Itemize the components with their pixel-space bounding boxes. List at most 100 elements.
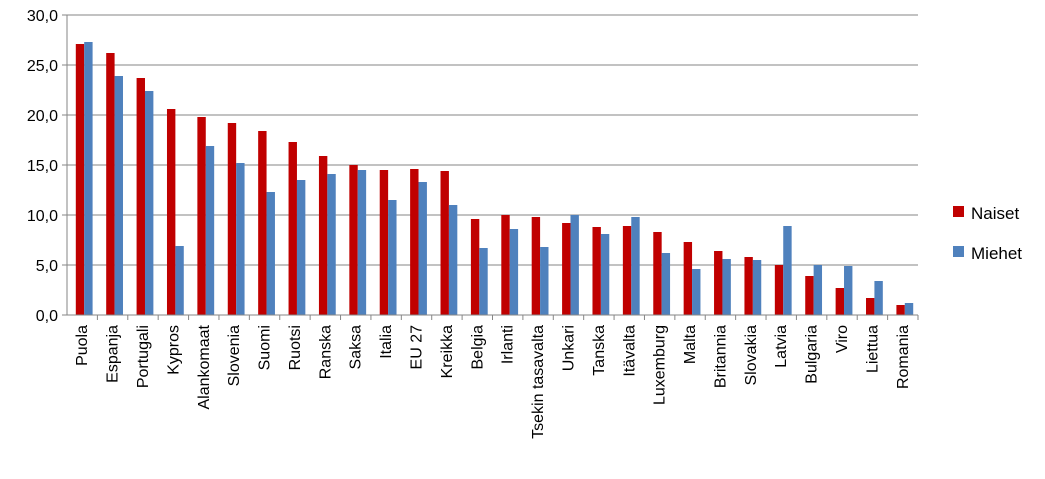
- bar-naiset-luxemburg: [653, 232, 662, 315]
- bar-miehet-ranska: [327, 174, 336, 315]
- legend-swatch-naiset: [953, 206, 964, 217]
- x-category-label: Kreikka: [439, 325, 456, 378]
- bar-miehet-slovakia: [752, 260, 762, 315]
- axes: [62, 14, 919, 320]
- legend: Naiset Miehet: [953, 204, 1022, 263]
- bar-miehet-malta: [692, 269, 701, 315]
- y-tick-label: 10,0: [27, 208, 58, 225]
- x-category-label: Slovakia: [743, 325, 760, 386]
- bar-miehet-ruotsi: [296, 180, 306, 315]
- y-tick-label: 0,0: [36, 308, 58, 325]
- bar-naiset-itävalta: [622, 226, 632, 315]
- bar-miehet-unkari: [570, 215, 579, 315]
- bar-naiset-liettua: [866, 298, 875, 315]
- x-category-label: Portugali: [135, 325, 152, 388]
- legend-label-naiset: Naiset: [971, 204, 1019, 223]
- x-category-label: Slovenia: [226, 325, 243, 386]
- x-category-label: Ruotsi: [287, 325, 304, 370]
- bar-miehet-luxemburg: [661, 253, 671, 315]
- bar-naiset-portugali: [136, 78, 145, 315]
- bar-miehet-kreikka: [448, 205, 458, 315]
- bar-naiset-puola: [75, 44, 85, 315]
- x-category-label: Luxemburg: [652, 325, 669, 405]
- bar-naiset-eu-27: [410, 169, 419, 315]
- bar-miehet-puola: [84, 42, 93, 315]
- x-category-label: Romania: [895, 325, 912, 389]
- legend-swatch-miehet: [953, 246, 964, 257]
- bar-naiset-slovenia: [227, 123, 237, 315]
- x-category-label: Italia: [378, 325, 395, 359]
- y-axis-labels: 0,0 5,0 10,0 15,0 20,0 25,0 30,0: [27, 8, 58, 325]
- bar-naiset-saksa: [349, 165, 358, 315]
- bar-naiset-malta: [683, 242, 693, 315]
- bar-naiset-romania: [896, 305, 905, 315]
- bar-miehet-viro: [844, 266, 853, 315]
- bar-naiset-kreikka: [440, 171, 449, 315]
- x-category-label: Saksa: [348, 325, 365, 370]
- x-category-label: Suomi: [257, 325, 274, 370]
- bar-miehet-romania: [904, 303, 914, 315]
- x-category-label: Irlanti: [500, 325, 517, 364]
- bar-miehet-bulgaria: [813, 265, 823, 315]
- bar-miehet-italia: [388, 200, 397, 315]
- x-category-label: Itävalta: [621, 325, 638, 377]
- bar-miehet-tsekin-tasavalta: [540, 247, 549, 315]
- x-category-label: Viro: [834, 325, 851, 353]
- bar-miehet-portugali: [144, 91, 154, 315]
- x-category-label: Kypros: [165, 325, 182, 375]
- x-category-label: Liettua: [864, 325, 881, 373]
- y-tick-label: 30,0: [27, 8, 58, 25]
- x-category-label: Alankomaat: [196, 324, 213, 409]
- x-category-label: Bulgaria: [804, 325, 821, 384]
- bar-miehet-slovenia: [236, 163, 245, 315]
- bar-naiset-viro: [835, 288, 845, 315]
- bars: [75, 42, 914, 315]
- bar-naiset-ranska: [318, 156, 328, 315]
- legend-label-miehet: Miehet: [971, 244, 1022, 263]
- bar-miehet-tanska: [600, 234, 610, 315]
- bar-naiset-kypros: [166, 109, 176, 315]
- x-category-label: Espanja: [105, 325, 122, 383]
- y-tick-label: 20,0: [27, 108, 58, 125]
- bar-naiset-tsekin-tasavalta: [531, 217, 541, 315]
- bar-naiset-suomi: [258, 131, 267, 315]
- x-axis-labels: Puola Espanja Portugali Kypros Alankomaat Slo…: [74, 324, 912, 438]
- bar-miehet-itävalta: [631, 217, 640, 315]
- bar-naiset-unkari: [562, 223, 571, 315]
- x-category-label: Tsekin tasavalta: [530, 325, 547, 439]
- bar-miehet-eu-27: [418, 182, 427, 315]
- bar-miehet-belgia: [479, 248, 488, 315]
- bar-miehet-espanja: [114, 76, 123, 315]
- x-category-label: Britannia: [712, 325, 729, 388]
- x-category-label: Tanska: [591, 325, 608, 376]
- bar-naiset-bulgaria: [805, 276, 814, 315]
- bar-miehet-suomi: [266, 192, 275, 315]
- y-tick-label: 15,0: [27, 158, 58, 175]
- bar-naiset-tanska: [592, 227, 601, 315]
- bar-naiset-belgia: [470, 219, 480, 315]
- bar-naiset-espanja: [106, 53, 115, 315]
- bar-naiset-britannia: [714, 251, 723, 315]
- x-category-label: Unkari: [560, 325, 577, 371]
- x-category-label: Ranska: [317, 325, 334, 379]
- bar-naiset-ruotsi: [288, 142, 297, 315]
- bar-naiset-slovakia: [744, 257, 753, 315]
- x-category-label: Latvia: [773, 325, 790, 368]
- x-category-label: Malta: [682, 325, 699, 364]
- x-category-label: Puola: [74, 325, 91, 366]
- x-category-label: EU 27: [409, 325, 426, 370]
- y-tick-label: 25,0: [27, 58, 58, 75]
- bar-miehet-irlanti: [509, 229, 519, 315]
- bar-miehet-kypros: [175, 246, 184, 315]
- bar-naiset-italia: [379, 170, 389, 315]
- bar-miehet-liettua: [874, 281, 883, 315]
- x-category-label: Belgia: [469, 325, 486, 370]
- bar-miehet-latvia: [783, 226, 792, 315]
- bar-naiset-alankomaat: [197, 117, 206, 315]
- bar-naiset-latvia: [774, 265, 784, 315]
- bar-miehet-saksa: [357, 170, 367, 315]
- y-tick-label: 5,0: [36, 258, 58, 275]
- bar-naiset-irlanti: [501, 215, 510, 315]
- bar-miehet-britannia: [722, 259, 731, 315]
